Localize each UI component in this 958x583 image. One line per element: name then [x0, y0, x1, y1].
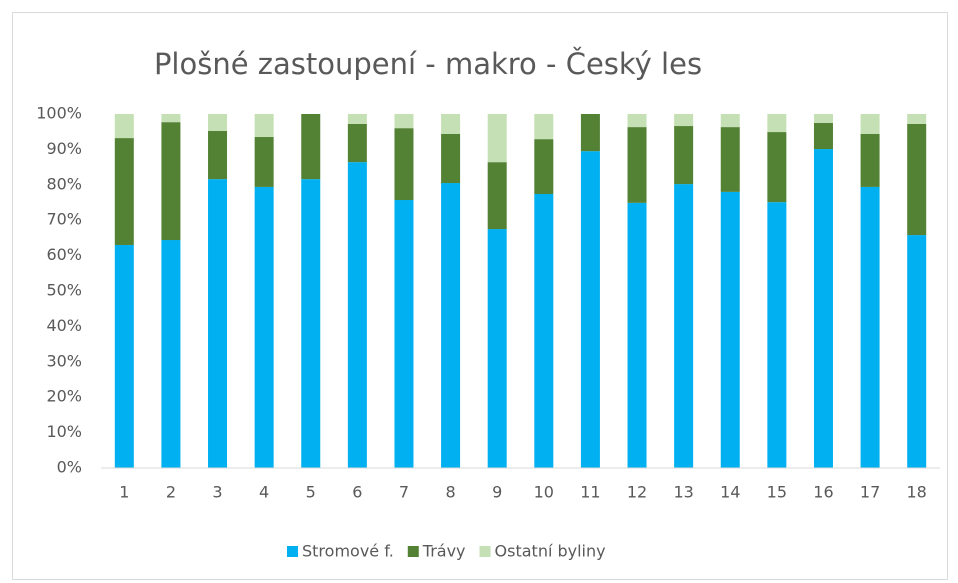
y-tick-label: 30%	[46, 351, 82, 370]
bar-segment	[534, 194, 554, 468]
bar-segment	[627, 114, 647, 128]
bar-segment	[394, 128, 414, 201]
x-tick-label: 8	[445, 483, 455, 502]
x-tick-label: 13	[673, 483, 693, 502]
bar-segment	[720, 191, 740, 468]
chart-title: Plošné zastoupení - makro - Český les	[154, 47, 702, 81]
bar-segment	[254, 114, 274, 138]
x-tick-label: 15	[767, 483, 787, 502]
bar-segment	[301, 114, 321, 180]
bar-segment	[767, 114, 787, 133]
x-tick-label: 10	[534, 483, 554, 502]
x-tick-label: 9	[492, 483, 502, 502]
x-tick-label: 11	[580, 483, 600, 502]
bar-segment	[580, 151, 600, 469]
bar-segment	[720, 114, 740, 128]
bar-segment	[208, 179, 228, 469]
bar-segment	[720, 127, 740, 192]
bar-segment	[627, 127, 647, 203]
bar-segment	[813, 149, 833, 468]
x-tick-label: 4	[259, 483, 269, 502]
bar-segment	[860, 133, 880, 187]
bar-segment	[161, 122, 181, 241]
bar-segment	[860, 114, 880, 134]
x-tick-label: 18	[907, 483, 927, 502]
bar-segment	[674, 114, 694, 127]
legend-label: Stromové f.	[302, 542, 394, 561]
bar-segment	[347, 162, 367, 469]
bar-segment	[674, 184, 694, 469]
legend-swatch	[479, 546, 491, 557]
bar-segment	[907, 114, 927, 124]
bar-segment	[907, 235, 927, 468]
bar-segment	[487, 114, 507, 163]
bar-segment	[114, 244, 134, 468]
bar-segment	[580, 114, 600, 152]
x-tick-label: 17	[860, 483, 880, 502]
x-tick-label: 7	[399, 483, 409, 502]
bar-segment	[161, 114, 181, 123]
y-tick-label: 40%	[46, 316, 82, 335]
y-tick-label: 60%	[46, 245, 82, 264]
bar-segment	[208, 130, 228, 180]
x-tick-label: 3	[212, 483, 222, 502]
y-tick-label: 100%	[36, 104, 82, 123]
legend-swatch	[407, 546, 419, 557]
bar-segment	[487, 162, 507, 230]
bar-segment	[534, 114, 554, 140]
legend-label: Ostatní byliny	[495, 542, 606, 561]
bar-segment	[161, 240, 181, 468]
bar-segment	[254, 137, 274, 187]
bar-segment	[907, 123, 927, 236]
bar-segment	[767, 202, 787, 468]
bar-segment	[114, 114, 134, 139]
x-tick-label: 14	[720, 483, 740, 502]
y-tick-label: 70%	[46, 210, 82, 229]
bar-segment	[487, 229, 507, 468]
bar-segment	[441, 114, 461, 134]
bar-segment	[441, 183, 461, 468]
bar-segment	[627, 202, 647, 468]
y-tick-label: 90%	[46, 139, 82, 158]
bar-segment	[394, 114, 414, 129]
bar-segment	[674, 126, 694, 185]
bar-segment	[860, 186, 880, 468]
x-tick-label: 16	[813, 483, 833, 502]
chart-frame	[12, 12, 948, 580]
bar-segment	[301, 179, 321, 469]
bar-segment	[767, 132, 787, 203]
bar-segment	[347, 123, 367, 163]
bar-segment	[534, 139, 554, 195]
bar-segment	[254, 186, 274, 468]
bar-segment	[441, 133, 461, 184]
bar-segment	[813, 114, 833, 123]
bar-segment	[208, 114, 228, 131]
bar-segment	[114, 138, 134, 245]
legend-swatch	[287, 546, 298, 557]
y-tick-label: 20%	[46, 387, 82, 406]
bar-segment	[347, 114, 367, 124]
legend-label: Trávy	[422, 542, 466, 561]
x-tick-label: 6	[352, 483, 362, 502]
y-tick-label: 50%	[46, 281, 82, 300]
x-tick-label: 2	[166, 483, 176, 502]
x-tick-label: 12	[627, 483, 647, 502]
x-tick-label: 5	[306, 483, 316, 502]
bar-segment	[394, 200, 414, 468]
y-tick-label: 0%	[57, 458, 82, 477]
x-tick-label: 1	[119, 483, 129, 502]
y-tick-label: 10%	[46, 422, 82, 441]
bar-segment	[813, 122, 833, 150]
y-tick-label: 80%	[46, 174, 82, 193]
